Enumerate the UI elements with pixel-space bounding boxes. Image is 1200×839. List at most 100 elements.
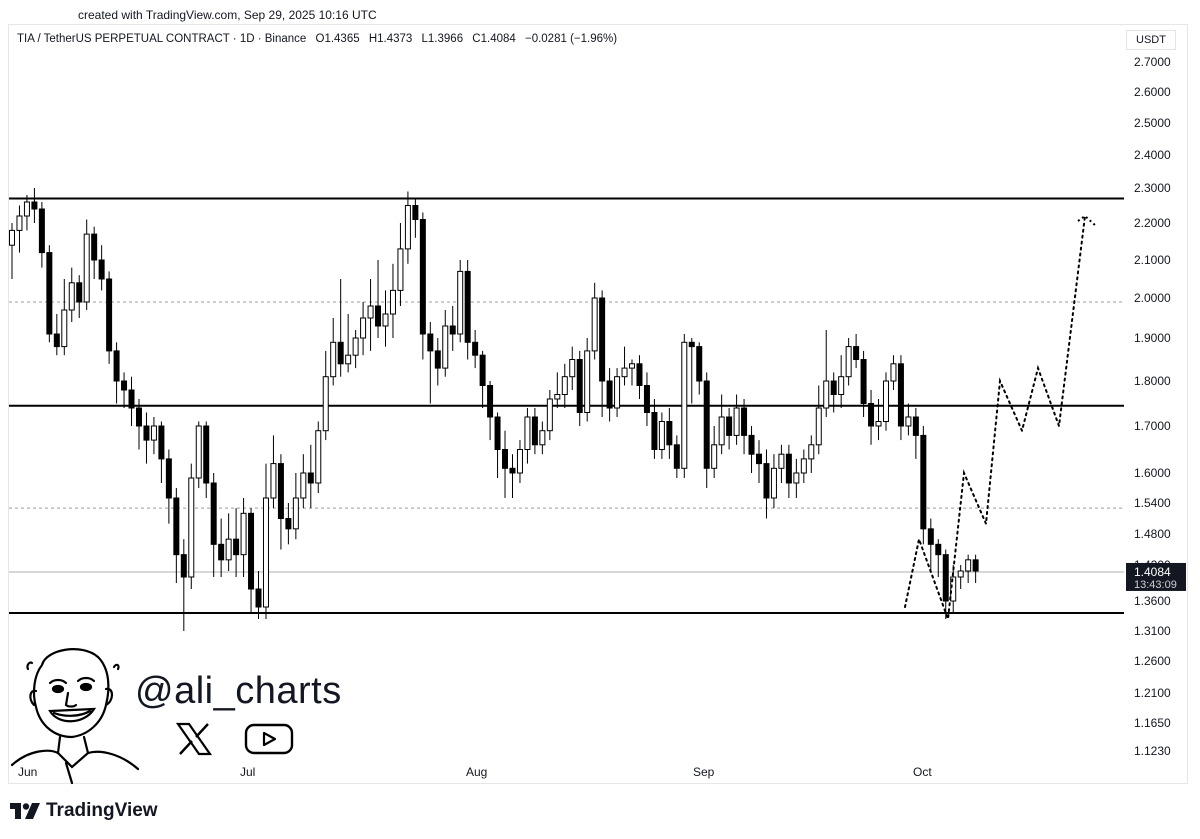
bearish-candle <box>173 497 180 556</box>
bullish-candle <box>404 205 411 250</box>
bullish-candle <box>68 282 75 311</box>
bullish-candle <box>838 376 845 396</box>
bullish-candle <box>225 538 232 561</box>
bullish-candle <box>61 309 68 348</box>
price-countdown: 13:43:09 <box>1134 579 1177 591</box>
bullish-candle <box>188 477 195 578</box>
bullish-candle <box>823 380 830 409</box>
x-tick-label: Sep <box>693 765 715 779</box>
bullish-candle <box>778 453 785 469</box>
bearish-candle <box>531 416 538 446</box>
youtube-icon[interactable] <box>244 722 294 756</box>
bearish-candle <box>860 359 867 404</box>
x-tick-label: Aug <box>466 765 487 779</box>
bearish-candle <box>935 543 942 556</box>
bullish-candle <box>561 376 568 396</box>
y-tick-label: 2.4000 <box>1134 148 1171 162</box>
bearish-candle <box>785 453 792 484</box>
bullish-candle <box>882 380 889 422</box>
bearish-candle <box>487 385 494 418</box>
bearish-candle <box>576 359 583 413</box>
x-tick-label: Jul <box>240 765 255 779</box>
bearish-candle <box>464 270 471 343</box>
bullish-candle <box>770 467 777 499</box>
bullish-candle <box>270 463 277 499</box>
bullish-candle <box>808 444 815 460</box>
bearish-candle <box>897 363 904 427</box>
bullish-candle <box>793 472 800 484</box>
bearish-candle <box>494 416 501 450</box>
bearish-candle <box>98 259 105 280</box>
bearish-candle <box>756 453 762 465</box>
low-value: L1.3966 <box>421 33 464 45</box>
projection-path <box>904 215 1086 620</box>
bullish-candle <box>345 354 352 365</box>
bearish-candle <box>673 444 680 469</box>
tradingview-logo-icon <box>10 803 40 819</box>
bullish-candle <box>457 270 464 335</box>
bearish-candle <box>248 512 255 590</box>
bearish-candle <box>688 341 695 348</box>
bullish-candle <box>442 325 449 369</box>
bearish-candle <box>868 403 875 427</box>
bearish-candle <box>158 425 165 460</box>
symbol-name[interactable]: TIA / TetherUS PERPETUAL CONTRACT · 1D ·… <box>17 33 307 45</box>
chart-frame <box>8 24 1188 784</box>
currency-selector[interactable]: USDT <box>1126 30 1176 50</box>
bearish-candle <box>427 333 434 352</box>
bullish-candle <box>875 421 882 427</box>
x-tick-label: Oct <box>913 765 932 779</box>
brand-name: TradingView <box>46 800 158 821</box>
bearish-candle <box>203 425 210 484</box>
y-tick-label: 1.8000 <box>1134 374 1171 388</box>
bearish-candle <box>91 233 98 261</box>
last-price-tag <box>1126 562 1186 591</box>
bearish-candle <box>972 559 979 572</box>
bullish-candle <box>890 363 897 382</box>
bearish-candle <box>606 380 613 409</box>
y-tick-label: 1.1650 <box>1134 716 1171 730</box>
y-tick-label: 1.2100 <box>1134 686 1171 700</box>
close-value: C1.4084 <box>472 33 516 45</box>
x-logo-icon[interactable] <box>176 722 212 756</box>
bearish-candle <box>31 201 38 210</box>
bullish-candle <box>315 430 322 484</box>
bearish-candle <box>472 341 479 356</box>
bullish-candle <box>957 570 964 578</box>
bearish-candle <box>135 407 142 427</box>
bearish-candle <box>210 482 217 545</box>
bullish-candle <box>845 346 852 378</box>
bullish-candle <box>658 421 665 450</box>
bearish-candle <box>942 554 949 602</box>
bullish-candle <box>905 416 912 427</box>
y-tick-label: 2.0000 <box>1134 291 1171 305</box>
bullish-candle <box>591 297 598 352</box>
bearish-candle <box>434 350 441 369</box>
bearish-candle <box>853 346 860 361</box>
bearish-candle <box>128 389 135 409</box>
bullish-candle <box>23 201 30 217</box>
y-tick-label: 2.6000 <box>1134 85 1171 99</box>
social-handle: @ali_charts <box>135 670 342 712</box>
bullish-candle <box>83 233 90 303</box>
bullish-candle <box>16 215 23 231</box>
bearish-candle <box>920 434 927 530</box>
bearish-candle <box>165 458 172 499</box>
bullish-candle <box>352 337 359 356</box>
bullish-candle <box>367 305 374 319</box>
bullish-candle <box>554 394 561 400</box>
y-tick-label: 2.1000 <box>1134 253 1171 267</box>
bullish-candle <box>681 341 688 469</box>
y-tick-label: 1.9000 <box>1134 331 1171 345</box>
tradingview-brand[interactable]: TradingView <box>10 800 158 822</box>
bearish-candle <box>38 208 45 254</box>
bullish-candle <box>965 559 972 572</box>
y-tick-label: 1.3600 <box>1134 594 1171 608</box>
bearish-candle <box>748 434 755 455</box>
bearish-candle <box>233 538 240 556</box>
y-tick-label: 2.2000 <box>1134 216 1171 230</box>
bearish-candle <box>46 252 53 335</box>
bearish-candle <box>277 463 284 520</box>
bullish-candle <box>389 289 396 315</box>
